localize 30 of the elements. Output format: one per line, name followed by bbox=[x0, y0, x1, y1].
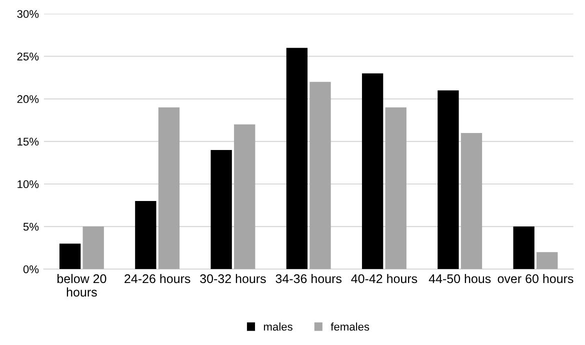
bar bbox=[158, 107, 180, 270]
bar bbox=[82, 226, 104, 270]
bar bbox=[385, 107, 406, 270]
bar bbox=[210, 150, 232, 270]
y-tick-label: 20% bbox=[17, 95, 39, 104]
x-tick-label: 30-32 hours bbox=[200, 274, 266, 284]
y-tick-label: 25% bbox=[17, 52, 39, 60]
x-tick-label: 40-42 hours bbox=[351, 274, 418, 284]
y-tick-label: 15% bbox=[18, 138, 39, 146]
x-tick-label: below 20 hours bbox=[57, 274, 106, 297]
x-tick-label: over 60 hours bbox=[498, 274, 574, 284]
bar bbox=[59, 244, 81, 270]
y-tick-label: 30% bbox=[17, 10, 39, 18]
y-tick-label: 0% bbox=[23, 265, 39, 274]
bar bbox=[460, 132, 482, 270]
bar bbox=[286, 48, 308, 270]
bar bbox=[362, 73, 384, 270]
x-tick-label: 24-26 hours bbox=[124, 274, 190, 284]
y-tick-label: 5% bbox=[23, 222, 39, 231]
y-tick-label: 10% bbox=[18, 180, 39, 188]
bar bbox=[310, 82, 331, 270]
bar bbox=[135, 201, 156, 270]
x-tick-label: 34-36 hours bbox=[276, 274, 342, 284]
bar bbox=[513, 226, 534, 270]
x-tick-label: 44-50 hous bbox=[428, 274, 491, 284]
legend-label: females bbox=[330, 322, 370, 331]
bar bbox=[234, 124, 256, 270]
legend-label: males bbox=[264, 322, 292, 331]
bar bbox=[536, 252, 558, 270]
bar bbox=[438, 90, 459, 270]
